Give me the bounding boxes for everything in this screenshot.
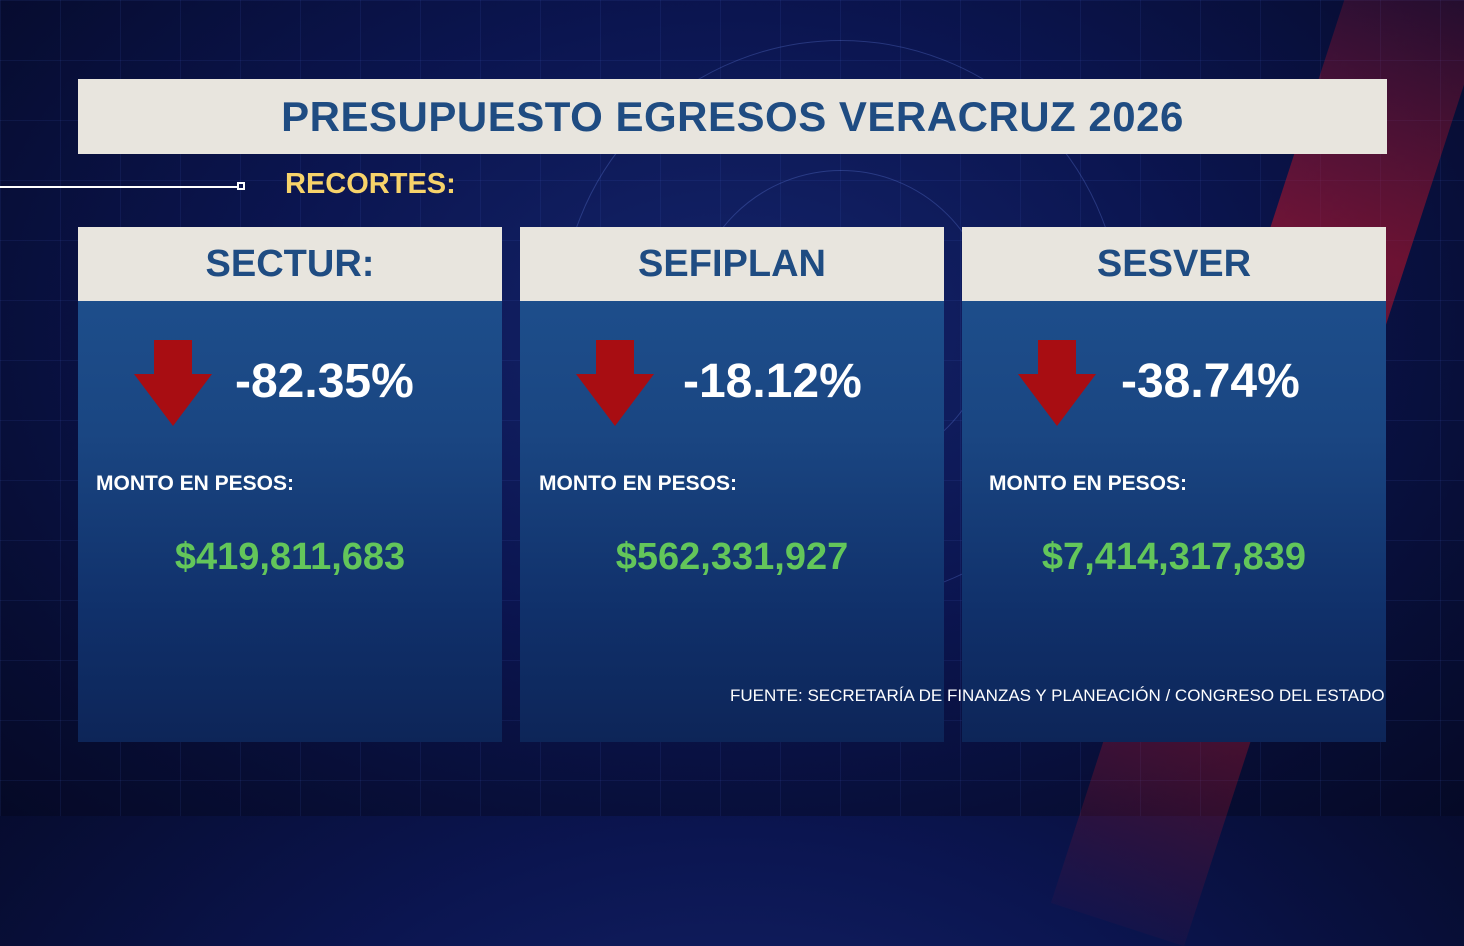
card-header: SESVER [962, 227, 1386, 301]
percent-change: -18.12% [683, 355, 862, 408]
percent-change: -82.35% [235, 355, 414, 408]
down-arrow-icon [1018, 340, 1096, 426]
amount-value: $7,414,317,839 [1041, 536, 1307, 578]
card-sefiplan: SEFIPLAN -18.12% MONTO EN PESOS: $562,33… [520, 227, 944, 742]
card-sectur: SECTUR: -82.35% MONTO EN PESOS: $419,811… [78, 227, 502, 742]
page-title: PRESUPUESTO EGRESOS VERACRUZ 2026 [281, 92, 1184, 140]
section-subtitle: RECORTES: [285, 168, 456, 200]
decorative-square [237, 182, 245, 190]
amount-label: MONTO EN PESOS: [989, 472, 1187, 495]
amount-label: MONTO EN PESOS: [539, 472, 737, 495]
card-sesver: SESVER -38.74% MONTO EN PESOS: $7,414,31… [962, 227, 1386, 742]
source-note: FUENTE: SECRETARÍA DE FINANZAS Y PLANEAC… [730, 686, 1385, 705]
title-bar: PRESUPUESTO EGRESOS VERACRUZ 2026 [78, 79, 1387, 154]
amount-value: $419,811,683 [174, 536, 406, 578]
card-header: SECTUR: [78, 227, 502, 301]
down-arrow-icon [134, 340, 212, 426]
percent-change: -38.74% [1121, 355, 1300, 408]
amount-label: MONTO EN PESOS: [96, 472, 294, 495]
amount-value: $562,331,927 [615, 536, 849, 578]
down-arrow-icon [576, 340, 654, 426]
card-header: SEFIPLAN [520, 227, 944, 301]
decorative-line [0, 186, 238, 188]
